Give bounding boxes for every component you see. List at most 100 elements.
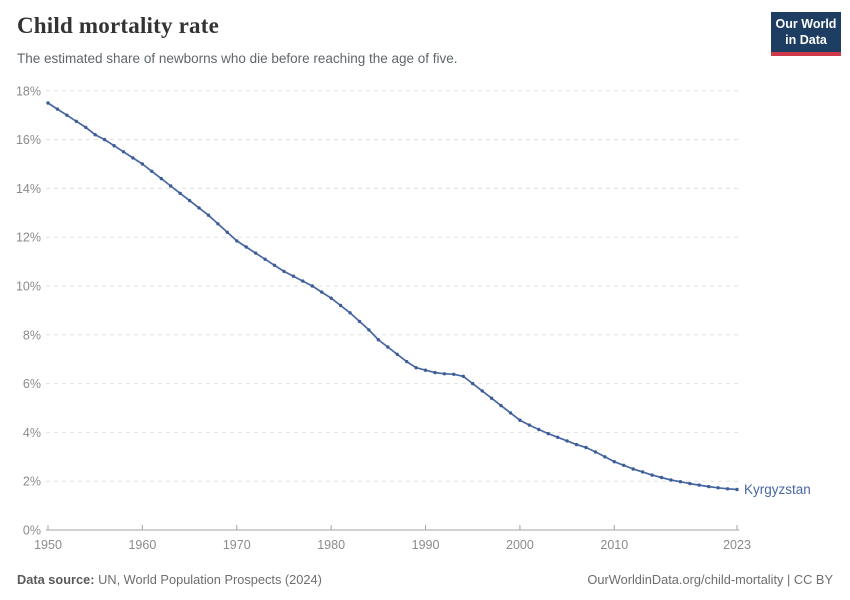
data-point: [386, 345, 390, 349]
data-point: [603, 455, 607, 459]
y-tick-label: 6%: [23, 377, 41, 391]
data-point: [206, 213, 211, 217]
data-point: [84, 125, 88, 130]
data-point: [537, 427, 541, 432]
y-tick-label: 14%: [16, 182, 41, 196]
data-point: [93, 133, 97, 137]
data-point: [716, 486, 720, 490]
data-point: [197, 206, 201, 210]
y-tick-label: 18%: [16, 84, 41, 98]
data-point: [471, 381, 475, 386]
data-point: [442, 372, 447, 376]
y-tick-label: 8%: [23, 328, 41, 342]
owid-logo-line2: in Data: [785, 33, 827, 47]
page-title: Child mortality rate: [17, 13, 220, 38]
chart-footer: Data source: UN, World Population Prospe…: [17, 572, 833, 587]
data-point: [489, 396, 494, 400]
data-point: [452, 372, 456, 376]
y-tick-label: 0%: [23, 524, 41, 538]
owid-logo-line1: Our World: [775, 16, 837, 31]
data-point: [678, 480, 683, 484]
data-point: [216, 222, 220, 226]
x-tick-label: 2010: [600, 538, 628, 552]
data-point: [55, 107, 60, 111]
data-point: [159, 176, 163, 181]
y-tick-label: 16%: [16, 133, 41, 147]
x-tick-label: 2000: [506, 538, 534, 552]
owid-logo[interactable]: Our World in Data: [771, 12, 841, 56]
data-point: [650, 473, 654, 477]
data-point: [140, 162, 145, 166]
data-point: [178, 191, 182, 195]
page-subtitle: The estimated share of newborns who die …: [17, 51, 458, 66]
data-point: [291, 274, 296, 278]
data-point: [310, 284, 314, 288]
data-point: [329, 296, 333, 300]
data-point: [735, 487, 739, 492]
data-point: [348, 311, 352, 315]
data-point: [395, 352, 399, 356]
data-point: [697, 483, 701, 487]
data-point: [150, 169, 154, 173]
data-point: [556, 435, 560, 439]
y-tick-label: 10%: [16, 280, 41, 294]
footer-source-label: Data source:: [17, 572, 95, 587]
data-point: [631, 467, 635, 471]
data-point: [725, 487, 730, 491]
footer-link[interactable]: OurWorldinData.org/child-mortality | CC …: [587, 572, 833, 587]
data-point: [659, 475, 664, 480]
data-point: [612, 460, 616, 464]
data-point: [640, 470, 645, 474]
x-tick-label: 1970: [223, 538, 251, 552]
footer-source-text: UN, World Population Prospects (2024): [94, 572, 322, 587]
data-point: [518, 418, 522, 422]
data-point: [414, 366, 418, 370]
data-point: [367, 328, 371, 332]
data-point: [263, 257, 267, 261]
data-point: [574, 442, 579, 447]
data-point: [508, 411, 513, 415]
data-point: [282, 269, 286, 274]
data-point: [121, 150, 126, 154]
data-point: [688, 481, 692, 486]
data-point: [169, 184, 173, 188]
y-tick-label: 12%: [16, 231, 41, 245]
data-point: [357, 319, 362, 324]
y-tick-label: 2%: [23, 475, 41, 489]
data-point: [461, 374, 465, 378]
data-point: [65, 113, 69, 117]
data-point: [499, 403, 503, 408]
data-point: [376, 338, 380, 342]
x-tick-label: 1980: [317, 538, 345, 552]
data-point: [46, 101, 50, 105]
data-point: [253, 251, 258, 255]
data-point: [565, 439, 569, 443]
series-end-label[interactable]: Kyrgyzstan: [744, 482, 811, 497]
footer-source: Data source: UN, World Population Prospe…: [17, 572, 322, 587]
data-point: [112, 144, 116, 148]
data-point: [102, 137, 107, 142]
data-point: [622, 463, 626, 467]
data-point: [593, 450, 598, 454]
data-point: [320, 290, 324, 294]
data-point: [546, 431, 550, 436]
x-tick-label: 1960: [128, 538, 156, 552]
data-point: [301, 279, 305, 283]
data-point: [433, 370, 437, 375]
data-point: [272, 263, 277, 267]
data-point: [423, 368, 428, 372]
y-tick-label: 4%: [23, 426, 41, 440]
x-tick-label: 1990: [412, 538, 440, 552]
data-point: [669, 478, 673, 482]
data-line[interactable]: [47, 102, 738, 491]
data-point: [235, 239, 239, 243]
data-point: [405, 359, 409, 364]
data-point: [480, 389, 484, 393]
data-point: [707, 484, 711, 489]
data-point: [74, 119, 79, 124]
data-point: [527, 423, 532, 427]
data-point: [225, 230, 229, 234]
data-point: [338, 303, 343, 308]
